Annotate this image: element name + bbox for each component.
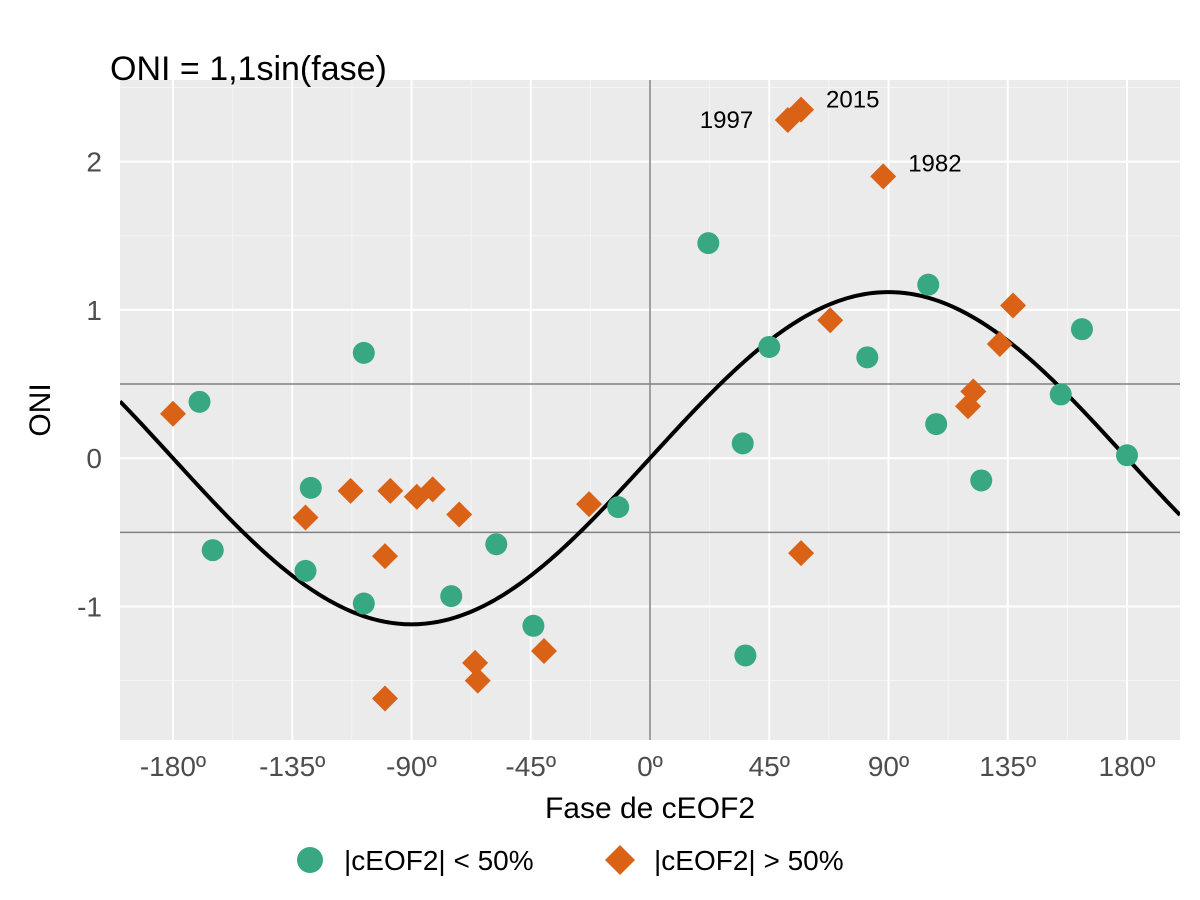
svg-text:-180º: -180º [140,751,206,782]
svg-text:2: 2 [86,147,102,178]
svg-text:1: 1 [86,295,102,326]
point-label: 1982 [908,150,961,177]
svg-text:-1: -1 [77,592,102,623]
chart-title: ONI = 1,1sin(fase) [110,50,387,89]
svg-text:90º: 90º [868,751,909,782]
svg-text:180º: 180º [1099,751,1156,782]
chart-container: { "chart": { "type": "scatter+line", "ti… [0,0,1200,900]
svg-text:-135º: -135º [259,751,325,782]
point-label: 2015 [826,87,879,114]
legend-label: |cEOF2| > 50% [654,845,844,876]
svg-text:-45º: -45º [505,751,556,782]
svg-text:135º: 135º [979,751,1036,782]
y-axis-label: ONI [24,383,57,436]
svg-text:0: 0 [86,443,102,474]
legend-label: |cEOF2| < 50% [344,845,534,876]
svg-text:-90º: -90º [386,751,437,782]
chart-svg: 1997 2015 1982 -180º -135º -90º -45º 0º 45º 90º 13… [0,0,1200,900]
x-axis-label: Fase de cEOF2 [545,792,755,825]
svg-text:0º: 0º [637,751,663,782]
svg-text:45º: 45º [749,751,790,782]
legend: |cEOF2| < 50% |cEOF2| > 50% [297,845,844,876]
point-label: 1997 [700,107,753,134]
